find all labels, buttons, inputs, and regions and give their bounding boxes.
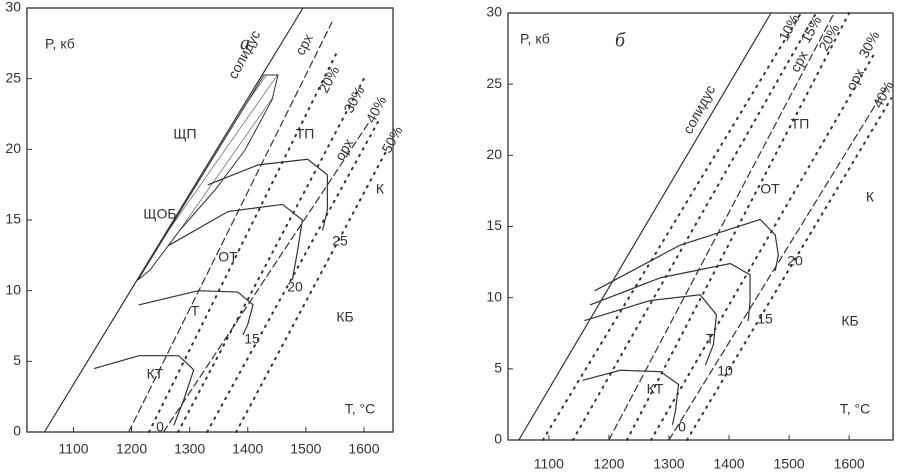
y-tick-label: 5 (494, 360, 502, 376)
region-label: 40% (362, 93, 389, 125)
x-tick-label: 1600 (834, 456, 865, 472)
region-label: срх (292, 31, 316, 58)
region-label: ЩП (173, 126, 196, 142)
x-axis-label: T, °C (840, 401, 871, 417)
region-label: КТ (147, 366, 164, 382)
region-label: К (376, 181, 385, 197)
region-label: ТП (296, 126, 315, 142)
phase-line (162, 120, 371, 433)
region-label: 30% (340, 83, 367, 115)
plot-frame (507, 12, 894, 441)
x-tick-label: 1500 (290, 441, 321, 457)
phase-line (128, 21, 333, 433)
y-tick-label: 25 (486, 75, 502, 91)
x-tick-label: 1100 (58, 441, 88, 457)
region-label: КБ (336, 309, 353, 325)
y-tick-label: 20 (5, 140, 21, 156)
y-tick-label: 20 (486, 146, 502, 162)
phase-line (93, 355, 195, 426)
region-label: Т (191, 303, 200, 319)
x-tick-label: 1600 (348, 441, 379, 457)
region-label: орх (331, 136, 356, 163)
region-label: 20% (315, 63, 342, 95)
y-tick-label: 30 (5, 0, 21, 15)
region-label: 10 (717, 363, 733, 379)
y-tick-label: 0 (494, 431, 502, 447)
phase-line (685, 97, 893, 441)
phase-line (541, 12, 803, 441)
x-tick-label: 1300 (174, 441, 205, 457)
region-label: К (866, 189, 875, 205)
phase-line (571, 12, 818, 441)
region-label: ЩОБ (143, 206, 176, 222)
x-tick-label: 1500 (774, 456, 805, 472)
region-label: солидус (679, 82, 718, 136)
y-tick-label: 10 (486, 288, 502, 304)
phase-line (589, 262, 751, 322)
phase-line (206, 120, 380, 433)
region-label: 20 (287, 279, 303, 295)
x-axis-label: T, °C (345, 401, 376, 417)
phase-line (207, 158, 328, 231)
y-axis-label: P, кб (520, 31, 550, 47)
phase-line (43, 7, 304, 433)
phase-line (168, 203, 304, 280)
region-label: солидус (224, 27, 263, 81)
x-tick-label: 1200 (116, 441, 147, 457)
phase-line (518, 12, 772, 441)
phase-line (668, 83, 889, 441)
region-label: КБ (841, 313, 858, 329)
x-tick-label: 1400 (713, 456, 744, 472)
phase-line (235, 148, 389, 433)
region-label: ТП (791, 116, 810, 132)
phase-line (148, 49, 339, 433)
y-tick-label: 10 (5, 281, 21, 297)
y-tick-label: 0 (13, 423, 21, 439)
region-label: 30% (855, 28, 882, 60)
region-label: орх (843, 66, 868, 93)
y-tick-label: 15 (5, 211, 21, 227)
phase-line (584, 294, 718, 366)
region-label: ОТ (760, 181, 780, 197)
phase-line (608, 12, 835, 441)
panel-letter: б (615, 30, 626, 52)
phase-line (594, 218, 779, 292)
region-label: 15 (757, 311, 773, 327)
x-tick-label: 1100 (534, 456, 564, 472)
phase-line (138, 290, 254, 336)
region-label: 15 (244, 331, 260, 347)
y-tick-label: 30 (486, 4, 502, 20)
panel-letter: а (240, 33, 250, 55)
phase-line (582, 369, 680, 425)
region-label: 20 (787, 253, 803, 269)
region-label: КТ (647, 381, 664, 397)
region-label: 0 (678, 419, 686, 435)
hatched-region (137, 74, 279, 281)
region-label: 0 (156, 419, 164, 435)
region-label: Т (706, 331, 715, 347)
x-tick-label: 1400 (232, 441, 263, 457)
y-tick-label: 25 (5, 69, 21, 85)
x-tick-label: 1300 (653, 456, 684, 472)
phase-line (649, 54, 875, 441)
y-tick-label: 15 (486, 217, 502, 233)
y-tick-label: 5 (13, 352, 21, 368)
x-tick-label: 1200 (593, 456, 624, 472)
region-label: 50% (378, 123, 405, 155)
region-label: срх (787, 48, 811, 75)
region-label: ОТ (218, 249, 238, 265)
region-label: 25 (332, 233, 348, 249)
y-axis-label: P, кб (45, 36, 75, 52)
phase-line (177, 77, 365, 433)
